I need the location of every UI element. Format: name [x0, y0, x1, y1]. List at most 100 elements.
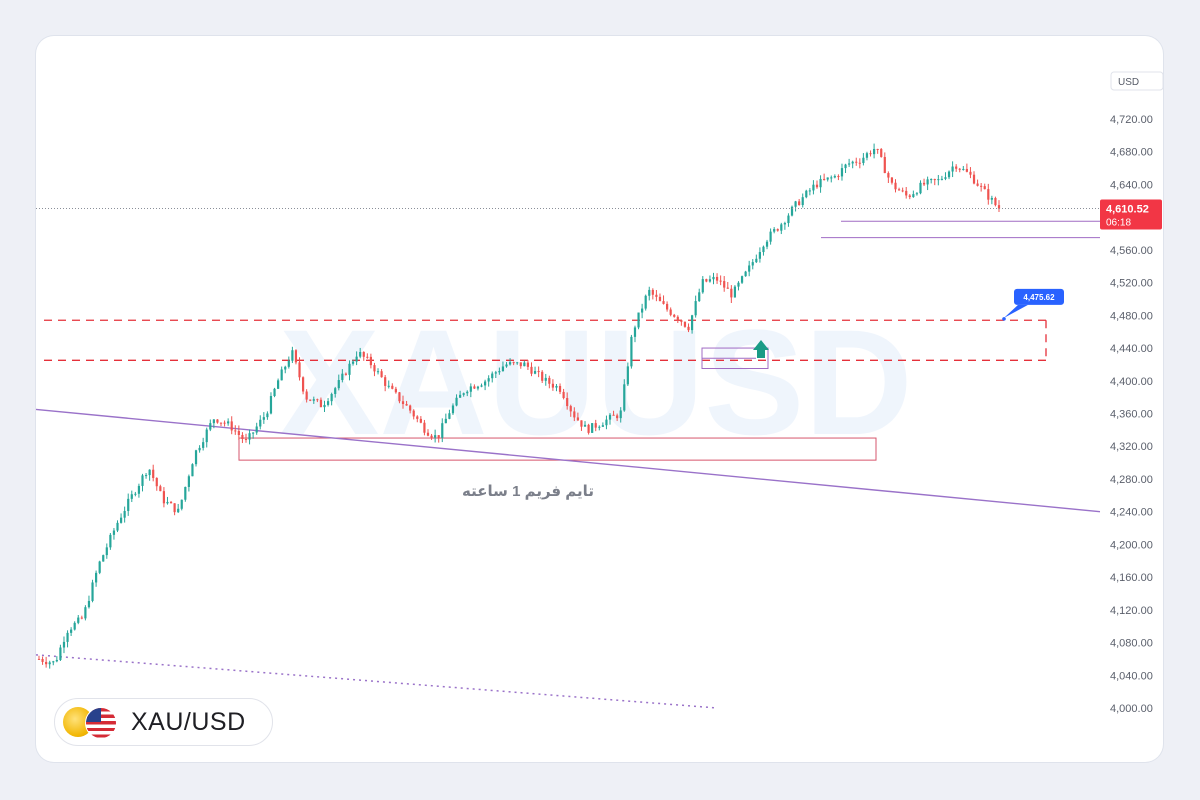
candle-body: [944, 177, 947, 179]
candle-body: [983, 186, 986, 190]
candle: [762, 245, 765, 256]
y-tick-label: 4,320.00: [1110, 441, 1153, 453]
candle: [840, 163, 844, 181]
candle: [533, 366, 537, 375]
candle-body: [405, 404, 408, 406]
candle: [794, 200, 797, 212]
candle: [776, 228, 779, 232]
symbol-icons: [63, 707, 121, 739]
candle-body: [434, 435, 437, 438]
candle-body: [794, 201, 797, 207]
candle: [116, 520, 119, 533]
candle-body: [344, 373, 348, 375]
candle-body: [45, 661, 48, 665]
candle: [134, 491, 137, 497]
candle-body: [751, 262, 754, 266]
candle-body: [173, 503, 176, 513]
candle-body: [880, 149, 883, 157]
candle-body: [601, 425, 604, 427]
candle-body: [715, 276, 719, 281]
y-tick-label: 4,520.00: [1110, 278, 1153, 290]
candle: [944, 172, 947, 181]
candle-body: [790, 206, 794, 216]
candle: [558, 383, 562, 395]
candle-body: [259, 419, 262, 427]
candle: [626, 362, 629, 387]
y-tick-label: 4,280.00: [1110, 474, 1153, 486]
candle: [80, 615, 83, 620]
candle: [630, 334, 633, 369]
candle-body: [419, 418, 422, 423]
candle-body: [462, 393, 465, 395]
candle-body: [962, 168, 965, 170]
candle-body: [965, 168, 968, 172]
candle-body: [980, 185, 983, 187]
candle-body: [566, 398, 569, 407]
candle: [569, 404, 572, 417]
candle-body: [387, 385, 390, 387]
y-tick-label: 4,040.00: [1110, 670, 1153, 682]
y-tick-label: 4,120.00: [1110, 605, 1153, 617]
price-chart[interactable]: XAUUSD تایم فریم 1 ساعته 4,475.62 USD 4,72…: [36, 36, 1163, 762]
candle: [394, 386, 397, 394]
candle: [830, 175, 833, 183]
candle-body: [48, 662, 51, 665]
symbol-badge[interactable]: XAU/USD: [54, 698, 273, 746]
candle-body: [587, 424, 590, 433]
candle-body: [223, 422, 226, 424]
candle: [159, 484, 162, 492]
candle-body: [705, 279, 708, 282]
candle: [641, 303, 644, 319]
y-tick-label: 4,160.00: [1110, 572, 1153, 584]
candle: [826, 177, 829, 182]
candle-body: [819, 178, 822, 188]
candle: [359, 347, 362, 359]
candle: [387, 380, 390, 389]
candle: [516, 361, 519, 365]
candle-body: [169, 501, 173, 504]
candle: [980, 183, 983, 192]
candle-body: [287, 360, 290, 367]
candle-body: [391, 385, 394, 389]
candle: [962, 166, 965, 171]
candle: [48, 660, 51, 669]
candle: [701, 276, 704, 294]
candle-body: [362, 351, 365, 357]
candle: [362, 351, 365, 361]
last-price-tag: [1100, 199, 1162, 230]
candle-body: [765, 241, 769, 247]
candle: [955, 164, 958, 172]
candle-body: [248, 433, 251, 440]
candle-body: [80, 617, 83, 619]
candle: [66, 630, 69, 648]
candle-body: [680, 320, 683, 322]
candle-body: [541, 371, 544, 381]
candle: [62, 636, 66, 654]
candle-body: [198, 447, 201, 451]
candle-body: [351, 361, 355, 364]
candle-body: [508, 362, 512, 365]
candle: [234, 425, 237, 435]
candle-body: [473, 386, 476, 389]
candle: [102, 554, 105, 562]
candle-body: [776, 229, 779, 231]
candle-body: [573, 411, 576, 418]
candle: [576, 412, 579, 421]
candle: [566, 392, 569, 410]
candle-body: [883, 156, 886, 174]
candle-body: [98, 561, 101, 573]
currency-label: USD: [1118, 77, 1139, 88]
candle-body: [930, 179, 933, 181]
candle: [940, 175, 944, 181]
candle-body: [330, 393, 333, 402]
candle: [55, 656, 58, 663]
candle: [384, 375, 387, 392]
candle-body: [926, 179, 929, 185]
candle: [259, 415, 262, 430]
candle-body: [252, 432, 255, 434]
candle: [694, 295, 697, 318]
candle: [52, 660, 55, 666]
candle: [491, 371, 494, 383]
candle-body: [451, 405, 455, 414]
candle: [323, 400, 326, 413]
